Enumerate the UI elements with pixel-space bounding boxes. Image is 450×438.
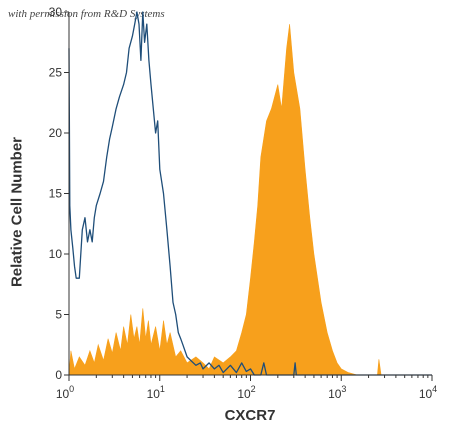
y-tick-label: 20: [49, 126, 63, 140]
y-tick-label: 10: [49, 247, 63, 261]
x-tick-label: 102: [237, 384, 255, 401]
y-axis-title: Relative Cell Number: [8, 136, 26, 288]
x-tick-label: 101: [147, 384, 165, 401]
control-histogram-outline: [68, 11, 432, 376]
x-axis-title: CXCR7: [224, 407, 276, 424]
y-tick-label: 15: [49, 187, 63, 201]
permission-watermark: with permission from R&D Systems: [8, 8, 165, 20]
filled-histogram: [68, 24, 432, 376]
x-tick-label: 100: [56, 384, 74, 401]
y-tick-label: 30: [49, 5, 63, 19]
series-layer: [68, 11, 432, 376]
x-tick-label: 104: [419, 384, 437, 401]
y-tick-label: 25: [49, 66, 63, 80]
x-tick-label: 103: [328, 384, 346, 401]
y-tick-label: 5: [55, 308, 62, 322]
y-tick-label: 0: [55, 368, 62, 382]
